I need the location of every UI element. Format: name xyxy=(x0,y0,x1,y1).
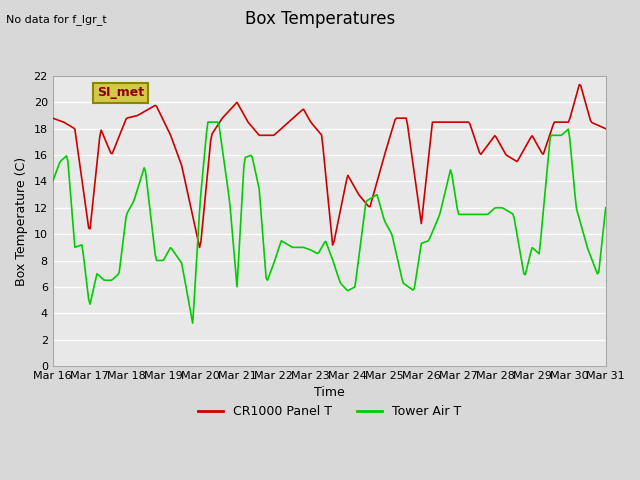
X-axis label: Time: Time xyxy=(314,386,344,399)
Text: Box Temperatures: Box Temperatures xyxy=(245,10,395,28)
Text: No data for f_lgr_t: No data for f_lgr_t xyxy=(6,14,107,25)
Text: SI_met: SI_met xyxy=(97,86,144,99)
Y-axis label: Box Temperature (C): Box Temperature (C) xyxy=(15,156,28,286)
Legend: CR1000 Panel T, Tower Air T: CR1000 Panel T, Tower Air T xyxy=(193,400,466,423)
